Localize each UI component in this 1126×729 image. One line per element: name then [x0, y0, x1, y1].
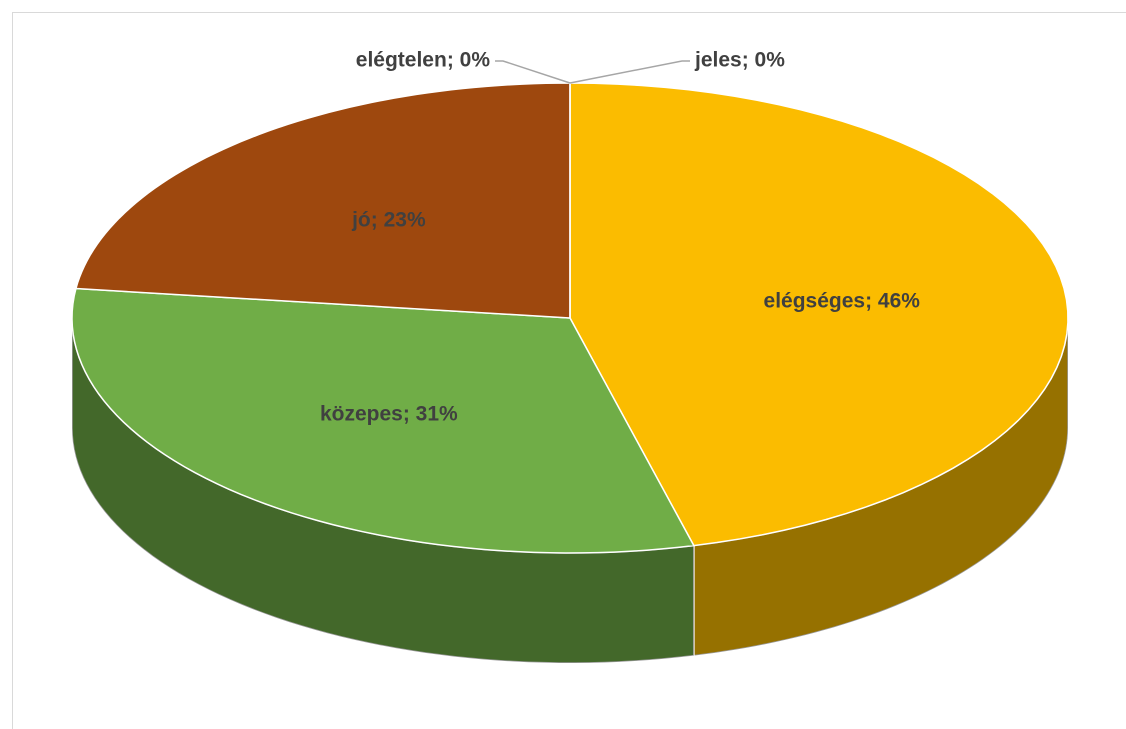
data-label: elégtelen; 0% — [356, 49, 491, 72]
slice-side-shade — [72, 318, 694, 663]
data-label: közepes; 31% — [320, 402, 458, 425]
slice — [74, 82, 571, 319]
data-label: jó; 23% — [351, 209, 426, 232]
data-label: jeles; 0% — [694, 49, 785, 72]
slice-side-shade — [693, 318, 1068, 656]
data-label: elégséges; 46% — [764, 289, 921, 312]
leader-line — [495, 60, 571, 84]
slice — [569, 82, 1069, 547]
slice — [71, 287, 696, 554]
leader-line — [569, 60, 690, 84]
chart-frame — [12, 12, 1126, 729]
